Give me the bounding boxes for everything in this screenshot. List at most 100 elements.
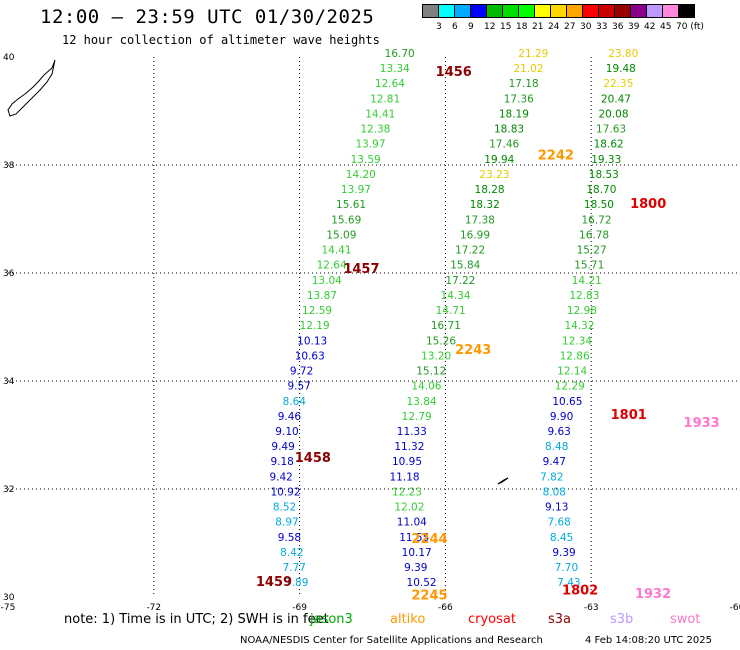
track-value-label: 9.58	[278, 532, 301, 544]
color-scale-swatches	[422, 4, 695, 18]
color-scale-label: 27	[564, 22, 576, 32]
track-value-label: 14.71	[436, 305, 466, 317]
pass-time-label: 1933	[684, 416, 720, 431]
track-value-label: 11.55	[399, 532, 429, 544]
pass-time-label: 2243	[455, 343, 491, 358]
track-value-label: 18.32	[470, 199, 500, 211]
color-scale-label: 42	[644, 22, 656, 32]
color-scale-label: 45	[660, 22, 672, 32]
track-value-label: 9.46	[278, 411, 302, 423]
track-value-label: 18.70	[586, 184, 616, 196]
color-scale-label: 15	[500, 22, 512, 32]
track-value-label: 14.20	[346, 169, 376, 181]
footer-credit: NOAA/NESDIS Center for Satellite Applica…	[240, 635, 543, 646]
color-scale-label: 9	[468, 22, 474, 32]
track-value-label: 15.84	[450, 260, 480, 272]
track-value-label: 15.71	[574, 260, 604, 272]
track-value-label: 14.32	[564, 320, 594, 332]
track-value-label: 15.09	[326, 229, 356, 241]
track-value-label: 9.39	[404, 562, 427, 574]
track-value-label: 8.42	[280, 547, 303, 559]
track-value-label: 22.35	[603, 78, 633, 90]
track-value-label: 12.29	[555, 381, 585, 393]
x-tick-label: -75	[1, 603, 16, 612]
track-value-label: 8.52	[273, 502, 296, 514]
track-value-label: 12.98	[567, 305, 597, 317]
track-value-label: 10.92	[270, 486, 300, 498]
track-value-label: 23.23	[479, 169, 509, 181]
satellite-legend-item: s3a	[548, 612, 572, 627]
track-value-label: 17.36	[504, 93, 534, 105]
track-value-label: 12.34	[562, 335, 592, 347]
track-value-label: 12.59	[302, 305, 332, 317]
track-value-label: 15.12	[416, 366, 446, 378]
track-value-label: 13.84	[407, 396, 437, 408]
x-tick-label: -69	[292, 603, 307, 612]
color-scale-label: 33	[596, 22, 608, 32]
chart-subtitle: 12 hour collection of altimeter wave hei…	[62, 33, 380, 47]
pass-time-label: 1800	[630, 197, 666, 212]
pass-time-label: 1802	[562, 583, 598, 598]
track-value-label: 7.89	[285, 577, 308, 589]
track-value-label: 17.18	[509, 78, 539, 90]
track-value-label: 11.32	[394, 441, 424, 453]
color-scale-label: 70 (ft)	[676, 22, 704, 32]
track-value-label: 8.45	[550, 532, 573, 544]
track-value-label: 13.97	[355, 139, 385, 151]
track-value-label: 23.80	[608, 48, 638, 60]
pass-time-label: 1456	[436, 65, 472, 80]
track-value-label: 17.22	[455, 245, 485, 257]
y-tick-label: 36	[3, 269, 15, 279]
track-value-label: 9.13	[545, 502, 568, 514]
x-tick-label: -63	[584, 603, 599, 612]
track-value-label: 14.41	[321, 245, 351, 257]
track-value-label: 10.13	[297, 335, 327, 347]
track-value-label: 12.38	[360, 124, 390, 136]
track-value-label: 20.47	[601, 93, 631, 105]
satellite-legend-item: altiko	[390, 612, 426, 627]
track-value-label: 21.02	[513, 63, 543, 75]
track-value-label: 19.33	[591, 154, 621, 166]
color-scale-label: 39	[628, 22, 640, 32]
track-value-label: 17.38	[465, 214, 495, 226]
color-scale: 3 6 9 12 15 18 21 24 27 30 33 36 39 42 45 70 (ft)	[422, 4, 704, 32]
x-tick-label: -66	[438, 603, 453, 612]
track-value-label: 15.26	[426, 335, 456, 347]
track-value-label: 9.39	[552, 547, 575, 559]
y-tick-label: 32	[3, 485, 14, 495]
pass-time-label: 2242	[538, 149, 574, 164]
track-value-label: 19.48	[606, 63, 636, 75]
track-value-label: 7.77	[283, 562, 306, 574]
x-tick-label: -72	[146, 603, 161, 612]
track-value-label: 12.02	[394, 502, 424, 514]
track-value-label: 14.41	[365, 108, 395, 120]
track-value-label: 18.28	[475, 184, 505, 196]
track-value-label: 13.59	[351, 154, 381, 166]
track-value-label: 18.19	[499, 108, 529, 120]
coastline-shape	[7, 59, 56, 117]
track-value-label: 10.65	[552, 396, 582, 408]
track-value-label: 10.95	[392, 456, 422, 468]
track-value-label: 9.90	[550, 411, 573, 423]
track-value-label: 13.34	[380, 63, 410, 75]
track-value-label: 18.50	[584, 199, 614, 211]
track-value-label: 7.82	[540, 471, 563, 483]
track-value-label: 12.83	[569, 290, 599, 302]
track-value-label: 12.79	[402, 411, 432, 423]
track-value-label: 17.63	[596, 124, 626, 136]
color-scale-labels: 3 6 9 12 15 18 21 24 27 30 33 36 39 42 45 70 (ft)	[422, 22, 740, 34]
color-scale-label: 30	[580, 22, 592, 32]
track-value-label: 16.72	[581, 214, 611, 226]
track-value-label: 9.49	[271, 441, 294, 453]
track-value-label: 13.87	[307, 290, 337, 302]
track-value-label: 18.53	[589, 169, 619, 181]
track-value-label: 10.17	[402, 547, 432, 559]
satellite-legend-item: cryosat	[468, 612, 516, 627]
track-value-label: 15.69	[331, 214, 361, 226]
y-tick-label: 34	[3, 377, 15, 387]
color-scale-label: 12	[484, 22, 496, 32]
track-value-label: 9.18	[270, 456, 293, 468]
track-value-label: 9.42	[269, 471, 292, 483]
footer-timestamp: 4 Feb 14:08:20 UTC 2025	[585, 635, 712, 646]
pass-time-label: 2245	[411, 589, 447, 604]
